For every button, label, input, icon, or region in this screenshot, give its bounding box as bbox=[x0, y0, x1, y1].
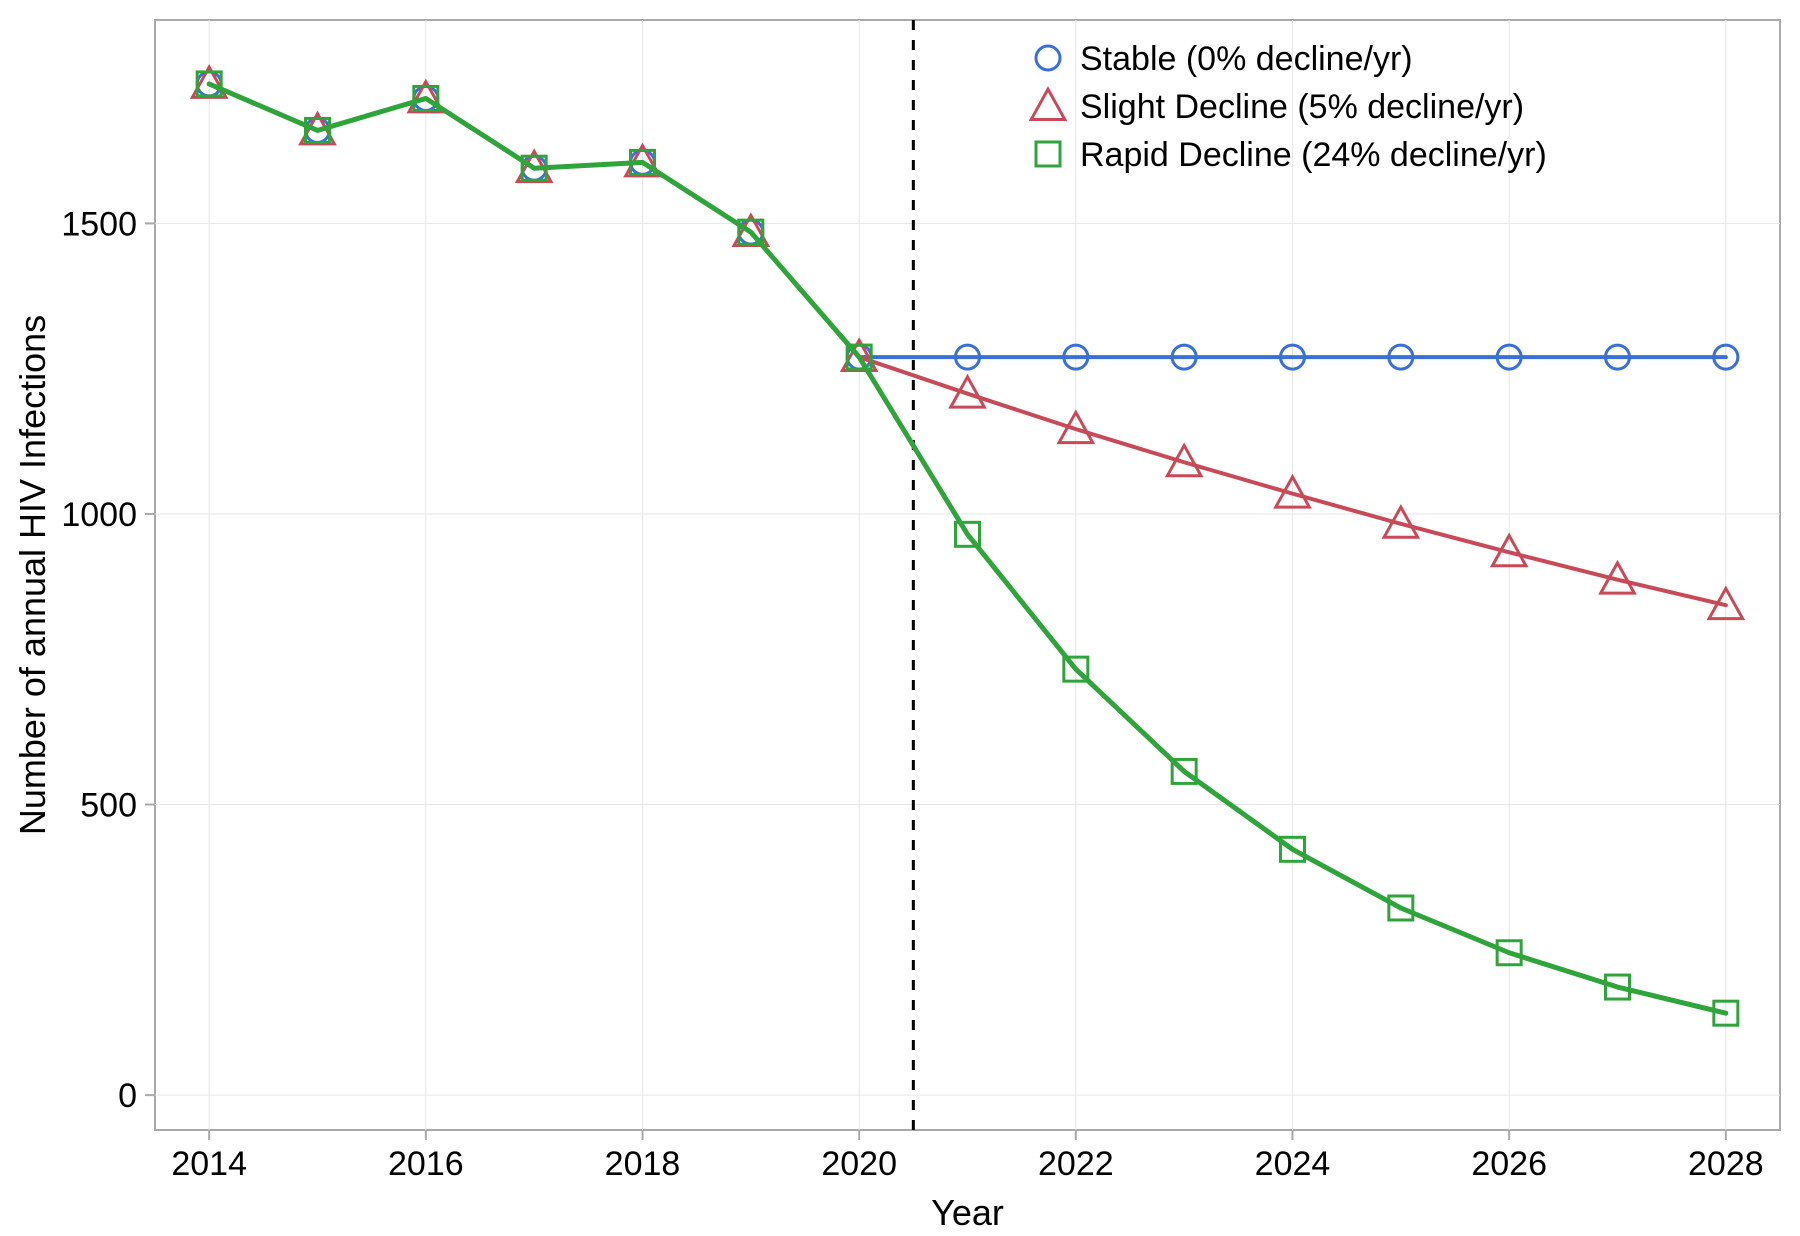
line-chart: 2014 2016 2018 2020 2022 2024 2026 2028 0 500 1000… bbox=[0, 0, 1800, 1236]
y-tick-label: 1000 bbox=[61, 496, 137, 534]
legend-label: Stable (0% decline/yr) bbox=[1080, 40, 1413, 78]
x-tick-label: 2018 bbox=[605, 1145, 681, 1183]
y-tick-label: 1500 bbox=[61, 205, 137, 243]
x-tick-label: 2028 bbox=[1688, 1145, 1764, 1183]
y-axis-label: Number of annual HIV Infections bbox=[12, 315, 53, 835]
legend-item: Stable (0% decline/yr) bbox=[1036, 40, 1413, 78]
y-tick-label: 500 bbox=[80, 787, 137, 825]
x-tick-label: 2022 bbox=[1038, 1145, 1114, 1183]
legend-label: Rapid Decline (24% decline/yr) bbox=[1080, 136, 1547, 174]
y-tick-label: 0 bbox=[118, 1077, 137, 1115]
x-tick-label: 2016 bbox=[388, 1145, 464, 1183]
legend-label: Slight Decline (5% decline/yr) bbox=[1080, 88, 1524, 126]
x-tick-label: 2024 bbox=[1255, 1145, 1331, 1183]
x-tick-label: 2014 bbox=[171, 1145, 247, 1183]
x-axis-label: Year bbox=[931, 1192, 1004, 1233]
x-tick-label: 2020 bbox=[821, 1145, 897, 1183]
chart-container: 2014 2016 2018 2020 2022 2024 2026 2028 0 500 1000… bbox=[0, 0, 1800, 1236]
legend-item: Slight Decline (5% decline/yr) bbox=[1031, 88, 1524, 126]
x-tick-label: 2026 bbox=[1471, 1145, 1547, 1183]
legend-item: Rapid Decline (24% decline/yr) bbox=[1036, 136, 1547, 174]
